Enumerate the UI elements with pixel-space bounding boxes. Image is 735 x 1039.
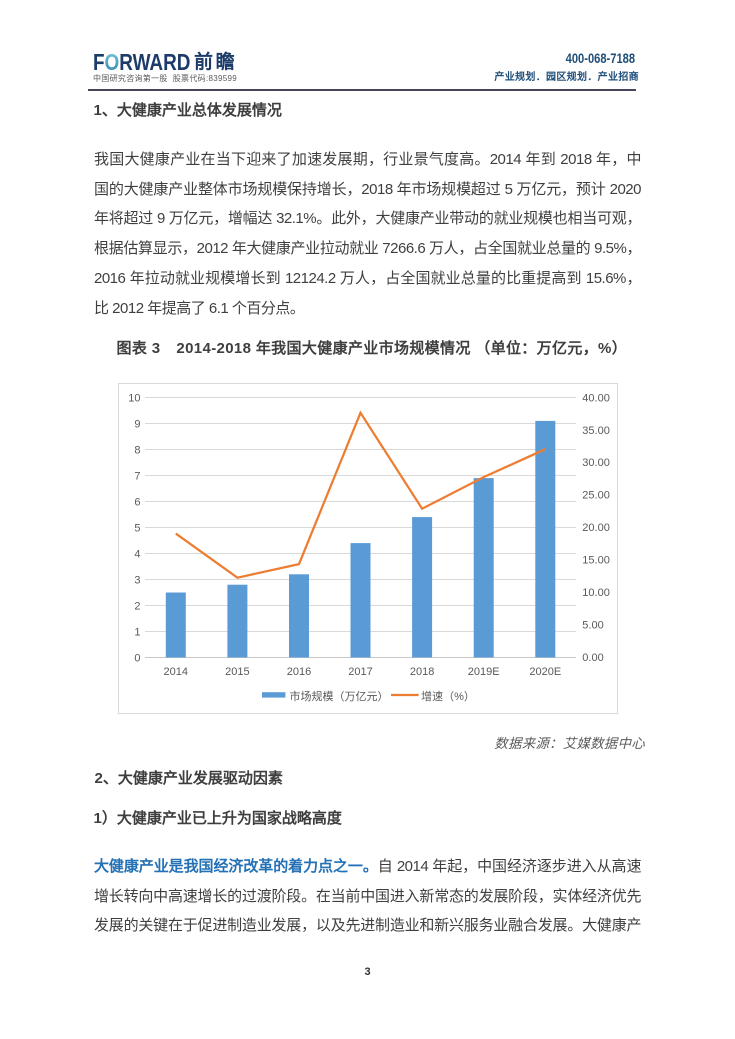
svg-text:10: 10: [128, 392, 140, 404]
svg-text:2: 2: [134, 600, 140, 612]
svg-text:10.00: 10.00: [582, 587, 610, 599]
svg-text:9: 9: [134, 418, 140, 430]
svg-text:8: 8: [134, 444, 140, 456]
svg-text:1: 1: [134, 626, 140, 638]
svg-text:35.00: 35.00: [582, 424, 610, 436]
svg-text:2016: 2016: [287, 666, 311, 678]
svg-text:5: 5: [134, 522, 140, 534]
svg-text:2019E: 2019E: [468, 666, 500, 678]
svg-text:40.00: 40.00: [582, 392, 610, 404]
svg-text:4: 4: [134, 548, 140, 560]
svg-text:0: 0: [134, 652, 140, 664]
svg-text:2018: 2018: [410, 666, 434, 678]
svg-text:2017: 2017: [348, 666, 372, 678]
svg-text:25.00: 25.00: [582, 489, 610, 501]
svg-text:市场规模（万亿元）: 市场规模（万亿元）: [290, 689, 389, 703]
svg-text:6: 6: [134, 496, 140, 508]
svg-text:2020E: 2020E: [529, 666, 561, 678]
svg-text:15.00: 15.00: [582, 554, 610, 566]
svg-text:2015: 2015: [225, 666, 249, 678]
svg-text:增速（%）: 增速（%）: [421, 689, 475, 703]
svg-text:0.00: 0.00: [582, 652, 603, 664]
svg-text:20.00: 20.00: [582, 522, 610, 534]
svg-text:3: 3: [134, 574, 140, 586]
svg-text:2014: 2014: [164, 666, 188, 678]
svg-text:30.00: 30.00: [582, 457, 610, 469]
svg-text:7: 7: [134, 470, 140, 482]
svg-text:5.00: 5.00: [582, 619, 603, 631]
